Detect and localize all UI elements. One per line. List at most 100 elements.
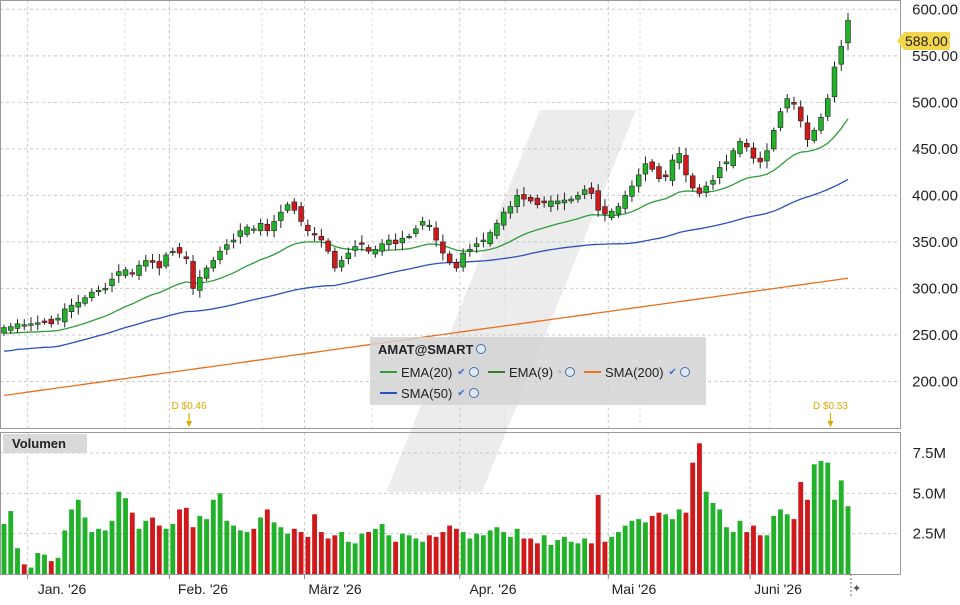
legend-item-sma50[interactable]: SMA(50) ✔ xyxy=(380,384,479,402)
candle-up xyxy=(230,239,237,243)
settings-icon[interactable] xyxy=(476,344,487,354)
volume-bar xyxy=(514,528,520,574)
volume-bar xyxy=(413,538,419,574)
candle-up xyxy=(379,243,385,252)
volume-bar xyxy=(670,519,675,574)
volume-bar xyxy=(561,536,567,574)
volume-bar xyxy=(8,511,14,574)
volume-bar xyxy=(21,564,27,574)
volume-bar xyxy=(697,443,702,574)
legend: AMAT@SMART EMA(20) ✔ EMA(9) ▫ SMA(200) ✔… xyxy=(370,337,706,405)
volume-bar xyxy=(69,509,74,574)
settings-icon[interactable] xyxy=(468,367,479,377)
volume-bar xyxy=(305,536,311,574)
candle-down xyxy=(48,318,54,325)
checkbox-checked-icon[interactable]: ✔ xyxy=(457,387,466,399)
volume-bar xyxy=(318,532,324,574)
candle-down xyxy=(190,261,196,289)
candle-down xyxy=(41,320,48,323)
sma50-line-group xyxy=(3,178,849,352)
candle-up xyxy=(338,260,345,268)
volume-bar xyxy=(204,519,209,574)
candle-down xyxy=(696,187,703,194)
volume-bar xyxy=(123,498,128,574)
volume-bar xyxy=(676,509,682,574)
dividend-arrow-head xyxy=(186,421,193,427)
candle-up xyxy=(507,206,514,214)
candle-up xyxy=(784,98,790,109)
volume-bar xyxy=(460,532,466,574)
checkbox-unchecked-icon[interactable]: ▫ xyxy=(558,366,562,378)
legend-line-sma50 xyxy=(380,392,397,394)
price-tick-label: 500.00 xyxy=(912,94,958,111)
volume-tick-label: 2.5M xyxy=(913,526,946,543)
candle-up xyxy=(35,322,41,325)
candle-up xyxy=(426,224,433,227)
volume-bar xyxy=(791,519,797,574)
candle-up xyxy=(608,210,615,219)
volume-bar xyxy=(744,532,750,574)
volume-bar xyxy=(825,462,831,574)
volume-bar xyxy=(55,557,61,574)
settings-icon[interactable] xyxy=(468,388,479,398)
checkbox-checked-icon[interactable]: ✔ xyxy=(668,366,677,378)
candle-down xyxy=(392,239,399,245)
candle-down xyxy=(264,223,271,232)
candle-up xyxy=(271,221,277,232)
volume-bar xyxy=(163,528,169,574)
candle-up xyxy=(1,327,7,334)
volume-bar xyxy=(588,543,594,574)
candle-up xyxy=(737,141,743,154)
candle-up xyxy=(203,267,210,279)
legend-label-sma50: SMA(50) xyxy=(401,385,453,401)
x-axis-label: Apr. '26 xyxy=(469,581,516,597)
candle-up xyxy=(730,150,736,166)
price-tick-label: 200.00 xyxy=(912,373,958,390)
checkbox-checked-icon[interactable]: ✔ xyxy=(457,366,466,378)
volume-bar xyxy=(426,535,432,574)
volume-bars xyxy=(1,443,851,574)
legend-item-sma200[interactable]: SMA(200) ✔ xyxy=(584,363,690,381)
volume-bar xyxy=(170,523,176,574)
volume-bar xyxy=(764,535,770,574)
volume-bar xyxy=(447,525,453,574)
settings-icon[interactable] xyxy=(679,367,690,377)
candle-up xyxy=(642,163,649,175)
volume-bar xyxy=(359,533,365,574)
volume-bar xyxy=(291,528,297,574)
sma200-line-group xyxy=(3,277,849,397)
x-axis-label: Feb. '26 xyxy=(178,581,228,597)
candle-down xyxy=(527,196,534,202)
volume-bar xyxy=(150,517,155,574)
candle-down xyxy=(798,106,804,122)
volume-bar xyxy=(683,512,689,574)
volume-bar xyxy=(649,515,655,574)
volume-bar xyxy=(629,520,635,574)
volume-bar xyxy=(609,536,615,574)
candle-up xyxy=(55,317,61,321)
candle-down xyxy=(757,157,763,163)
volume-bar xyxy=(1,523,7,574)
settings-icon[interactable] xyxy=(564,367,575,377)
candle-up xyxy=(244,226,250,235)
candle-up xyxy=(386,239,392,246)
legend-item-ema20[interactable]: EMA(20) ✔ xyxy=(380,363,479,381)
volume-bar xyxy=(487,530,493,574)
volume-bar xyxy=(325,538,331,574)
candle-down xyxy=(595,190,601,211)
volume-bar xyxy=(595,494,601,574)
volume-bar xyxy=(224,520,230,574)
volume-bar xyxy=(156,525,162,574)
legend-item-ema9[interactable]: EMA(9) ▫ xyxy=(488,363,575,381)
candle-up xyxy=(257,223,264,232)
volume-bar xyxy=(528,538,534,574)
candle-up xyxy=(399,237,406,244)
candle-up xyxy=(14,323,21,329)
volume-bar xyxy=(271,522,277,574)
candle-down xyxy=(176,247,183,254)
candle-up xyxy=(723,161,730,165)
volume-bar xyxy=(15,548,20,574)
candle-up xyxy=(581,189,588,195)
